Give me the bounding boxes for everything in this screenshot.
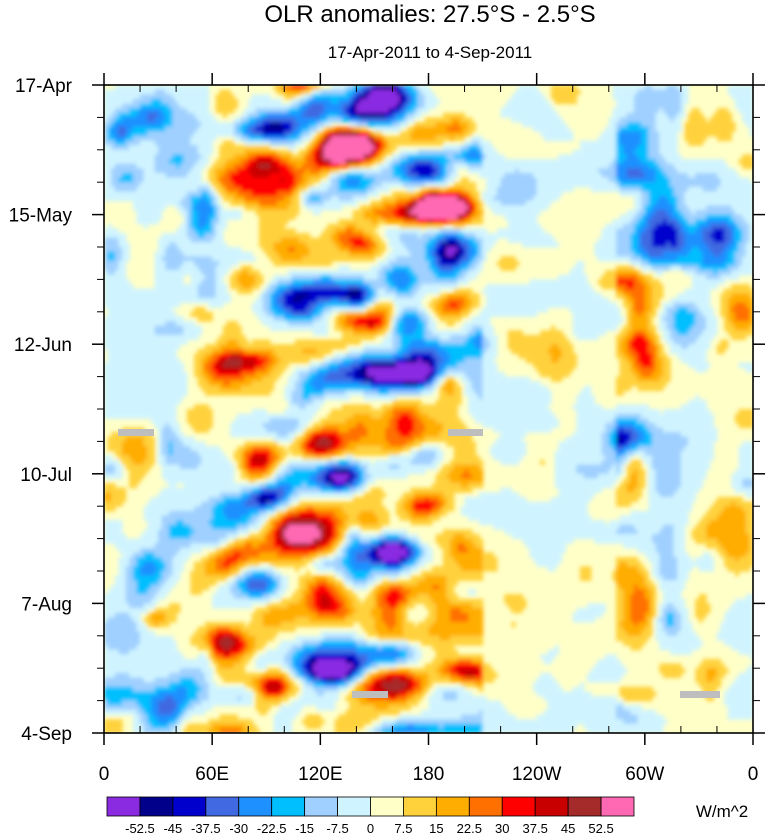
colorbar-swatch xyxy=(370,796,404,817)
colorbar-swatch xyxy=(172,796,207,817)
axis-ticks xyxy=(92,73,765,745)
x-tick-label: 0 xyxy=(99,764,110,785)
y-tick-label: 17-Apr xyxy=(15,76,73,97)
colorbar-label: 22.5 xyxy=(457,821,482,834)
colorbar xyxy=(106,796,635,817)
x-tick-label: 60W xyxy=(625,764,664,785)
colorbar-label: -22.5 xyxy=(257,821,287,834)
chart-subtitle: 17-Apr-2011 to 4-Sep-2011 xyxy=(328,43,532,62)
colorbar-label: 52.5 xyxy=(588,821,613,834)
x-tick-label: 0 xyxy=(748,764,759,785)
missing-data-marker xyxy=(352,691,388,698)
colorbar-swatch xyxy=(304,796,338,817)
anomaly-cells xyxy=(104,85,753,733)
colorbar-label: 45 xyxy=(561,821,575,834)
missing-data-marker xyxy=(448,429,483,436)
y-axis-labels: 17-Apr 15-May 12-Jun 10-Jul 7-Aug 4-Sep xyxy=(9,76,73,745)
colorbar-swatch xyxy=(600,796,635,817)
x-tick-label: 120E xyxy=(298,764,342,785)
x-axis-labels: 0 60E 120E 180 120W 60W 0 xyxy=(99,764,759,785)
colorbar-label: 30 xyxy=(495,821,509,834)
y-tick-label: 4-Sep xyxy=(21,724,72,745)
colorbar-swatch xyxy=(435,796,470,817)
x-tick-label: 120W xyxy=(512,764,562,785)
missing-data-markers xyxy=(118,429,720,698)
colorbar-swatch xyxy=(403,796,437,817)
colorbar-swatch xyxy=(534,796,569,817)
x-tick-label: 180 xyxy=(413,764,445,785)
colorbar-label: -15 xyxy=(295,821,314,834)
colorbar-label: -30 xyxy=(229,821,248,834)
colorbar-swatch xyxy=(238,796,273,817)
colorbar-swatch xyxy=(271,796,306,817)
colorbar-label: -37.5 xyxy=(191,821,221,834)
chart-title: OLR anomalies: 27.5°S - 2.5°S xyxy=(264,1,595,28)
colorbar-swatch xyxy=(205,796,240,817)
y-tick-label: 7-Aug xyxy=(21,594,72,615)
colorbar-units: W/m^2 xyxy=(696,802,748,821)
anomaly-field xyxy=(104,85,753,733)
y-tick-label: 10-Jul xyxy=(20,465,72,486)
missing-data-marker xyxy=(680,691,720,698)
colorbar-label: 37.5 xyxy=(523,821,548,834)
colorbar-label: 7.5 xyxy=(394,821,412,834)
y-tick-label: 15-May xyxy=(9,206,73,227)
x-tick-label: 60E xyxy=(195,764,229,785)
colorbar-swatch xyxy=(139,796,174,817)
y-tick-label: 12-Jun xyxy=(14,335,72,356)
colorbar-label: -52.5 xyxy=(125,821,155,834)
colorbar-swatch xyxy=(501,796,536,817)
colorbar-swatch xyxy=(468,796,503,817)
colorbar-swatch xyxy=(337,796,371,817)
colorbar-label: 0 xyxy=(367,821,374,834)
colorbar-swatch xyxy=(567,796,602,817)
colorbar-labels: -52.5 -45 -37.5 -30 -22.5 -15 -7.5 0 7.5 15 22.5 30… xyxy=(125,821,614,836)
colorbar-label: 15 xyxy=(429,821,443,834)
colorbar-swatch xyxy=(106,796,141,817)
missing-data-marker xyxy=(118,429,154,436)
colorbar-label: -45 xyxy=(163,821,182,834)
colorbar-label: -7.5 xyxy=(326,821,348,834)
